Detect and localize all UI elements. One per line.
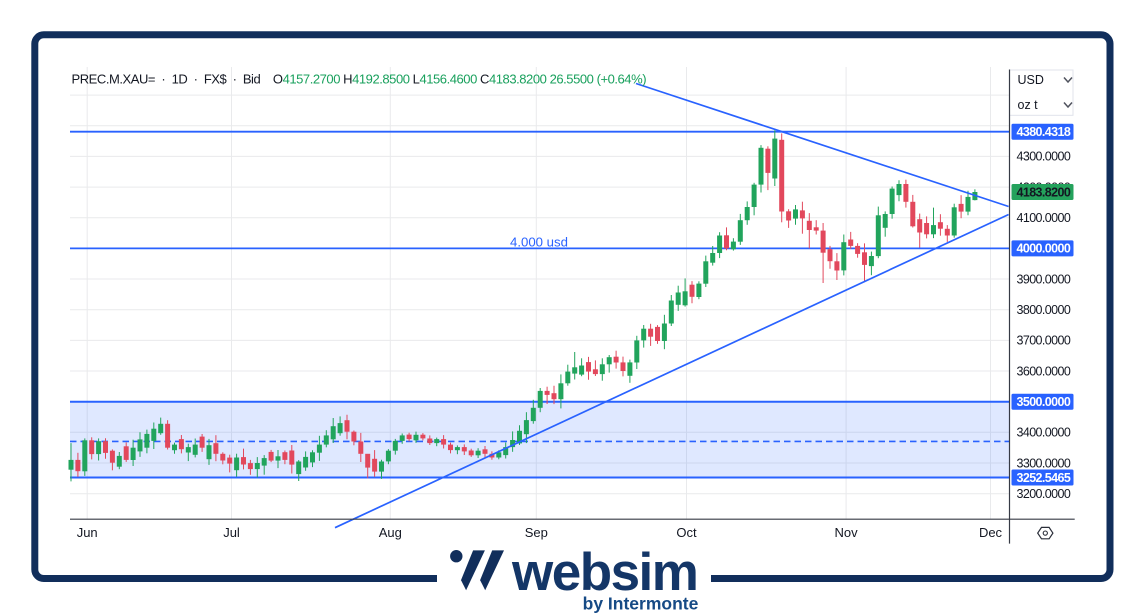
svg-text:Jul: Jul <box>223 525 240 540</box>
svg-text:Aug: Aug <box>379 525 402 540</box>
svg-text:USD: USD <box>1018 73 1044 87</box>
svg-text:Nov: Nov <box>835 525 859 540</box>
svg-text:PREC.M.XAU= · 1D · FX$ ·: PREC.M.XAU= · 1D · FX$ · Bid O4157.2700 … <box>72 72 647 87</box>
svg-text:by Intermonte: by Intermonte <box>583 593 699 613</box>
svg-text:4100.0000: 4100.0000 <box>1017 211 1071 225</box>
svg-text:oz t: oz t <box>1018 98 1039 112</box>
svg-text:4000.0000: 4000.0000 <box>1017 242 1071 256</box>
svg-text:websim: websim <box>511 543 697 602</box>
svg-text:4300.0000: 4300.0000 <box>1017 150 1071 164</box>
svg-text:3800.0000: 3800.0000 <box>1017 303 1071 317</box>
svg-text:3700.0000: 3700.0000 <box>1017 334 1071 348</box>
svg-text:4.000 usd: 4.000 usd <box>510 235 568 250</box>
svg-text:Jun: Jun <box>77 525 98 540</box>
svg-text:3400.0000: 3400.0000 <box>1017 426 1071 440</box>
svg-text:4380.4318: 4380.4318 <box>1017 125 1071 139</box>
svg-text:3500.0000: 3500.0000 <box>1017 395 1071 409</box>
svg-text:4183.8200: 4183.8200 <box>1017 185 1071 199</box>
svg-text:3600.0000: 3600.0000 <box>1017 364 1071 378</box>
svg-text:Dec: Dec <box>979 525 1003 540</box>
svg-text:3200.0000: 3200.0000 <box>1017 487 1071 501</box>
svg-text:3900.0000: 3900.0000 <box>1017 272 1071 286</box>
svg-text:Oct: Oct <box>676 525 697 540</box>
svg-text:3252.5465: 3252.5465 <box>1017 471 1071 485</box>
svg-text:Sep: Sep <box>525 525 548 540</box>
svg-text:3300.0000: 3300.0000 <box>1017 456 1071 470</box>
